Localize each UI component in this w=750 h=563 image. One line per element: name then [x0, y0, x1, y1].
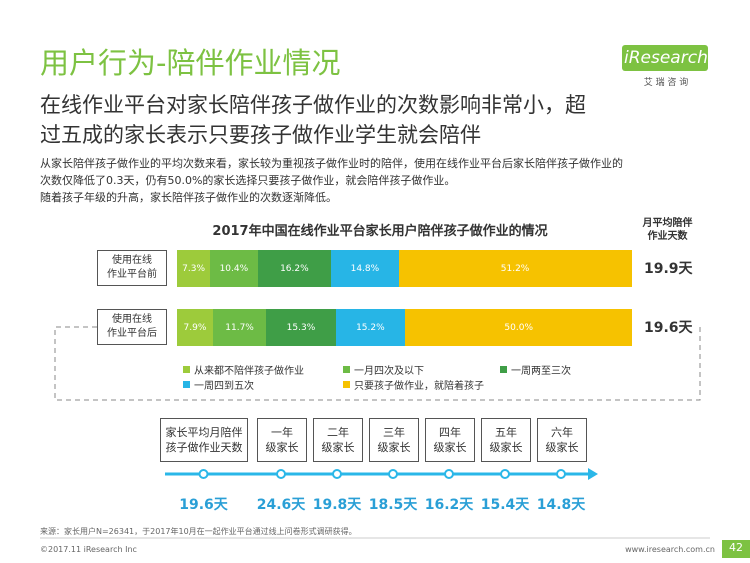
grade-value: 24.6天: [251, 494, 311, 514]
bar-segment: 7.9%: [177, 309, 213, 346]
legend-swatch: [500, 366, 507, 373]
category-label: 使用在线 作业平台后: [97, 309, 167, 345]
grade-label: 四年 级家长: [425, 418, 475, 462]
value-label: 15.3%: [286, 322, 316, 333]
total-value: 19.9: [644, 261, 679, 277]
bar-segment: 15.3%: [266, 309, 336, 346]
grade-label: 六年 级家长: [537, 418, 587, 462]
unit: 天: [291, 497, 306, 513]
page-bg: [722, 540, 750, 558]
url: www.iresearch.com.cn: [625, 545, 715, 554]
timeline-arrow: [588, 468, 598, 480]
timeline-dot: [388, 469, 398, 479]
bar-segment: 51.2%: [398, 250, 632, 287]
dashed-connector: [54, 326, 701, 401]
value-label: 7.9%: [183, 322, 207, 333]
legend-swatch: [343, 366, 350, 373]
timeline-dot: [444, 469, 454, 479]
grade-value: 15.4天: [475, 494, 535, 514]
unit: 天: [347, 497, 362, 513]
title: 用户行为-陪伴作业情况: [40, 46, 341, 80]
logo: iResearch: [624, 48, 708, 68]
bar-segment: 11.7%: [212, 309, 267, 346]
category-label: 使用在线 作业平台前: [97, 250, 167, 286]
bar-segment: 50.0%: [404, 309, 633, 346]
unit: 天: [571, 497, 586, 513]
legend-item: 一周四到五次: [183, 377, 254, 392]
grade-number: 19.6: [179, 497, 214, 513]
grade-number: 15.4: [480, 497, 516, 513]
legend-item: 一月四次及以下: [343, 362, 424, 377]
timeline-dot: [332, 469, 342, 479]
legend-swatch: [343, 381, 350, 388]
grade-value: 14.8天: [531, 494, 591, 514]
grade-number: 24.6: [256, 497, 292, 513]
value-label: 10.4%: [219, 263, 249, 274]
grade-label: 二年 级家长: [313, 418, 363, 462]
unit: 天: [213, 497, 228, 513]
legend-label: 一周两至三次: [511, 366, 571, 377]
timeline-dot: [556, 469, 566, 479]
unit: 天: [459, 497, 474, 513]
value-label: 15.2%: [356, 322, 385, 333]
grade-number: 18.5: [368, 497, 404, 513]
legend-item: 从来都不陪伴孩子做作业: [183, 362, 304, 377]
grade-label: 三年 级家长: [369, 418, 419, 462]
total: 19.9天: [644, 258, 714, 278]
legend-label: 一月四次及以下: [354, 366, 424, 377]
totals-label: 月平均陪伴 作业天数: [642, 218, 693, 242]
grade-label: 一年 级家长: [257, 418, 307, 462]
bar-segment: 7.3%: [177, 250, 211, 287]
grade-number: 19.8: [312, 497, 348, 513]
bar-segment: 14.8%: [331, 250, 399, 287]
paragraph: 从家长陪伴孩子做作业的平均次数来看，家长较为重视孩子做作业时的陪伴，使用在线作业…: [40, 157, 623, 187]
timeline-dot: [500, 469, 510, 479]
total-value: 19.6: [644, 320, 679, 336]
total: 19.6天: [644, 317, 714, 337]
unit: 天: [678, 261, 693, 277]
timeline-dot: [276, 469, 286, 479]
copyright: ©2017.11 iResearch Inc: [40, 545, 137, 554]
chart-title: 2017年中国在线作业平台家长用户陪伴孩子做作业的情况: [212, 224, 548, 239]
timeline-dot: [198, 469, 209, 479]
logo-sub: 艾 瑞 咨 询: [643, 78, 689, 88]
legend-item: 只要孩子做作业，就陪着孩子: [343, 377, 484, 392]
value-label: 11.7%: [225, 322, 254, 333]
legend-swatch: [183, 366, 190, 373]
bar-segment: 10.4%: [210, 250, 258, 287]
bar-segment: 15.2%: [335, 309, 405, 346]
logo-bg: [622, 45, 708, 71]
headline: 在线作业平台对家长陪伴孩子做作业的次数影响非常小，超 过五成的家长表示只要孩子做…: [40, 93, 586, 147]
grade-number: 16.2: [424, 497, 460, 513]
grade-value: 19.6天: [174, 494, 234, 514]
grade-value: 19.8天: [307, 494, 367, 514]
legend-label: 从来都不陪伴孩子做作业: [194, 366, 304, 377]
grade-value: 16.2天: [419, 494, 479, 514]
grade-header: 家长平均月陪伴 孩子做作业天数: [160, 418, 248, 462]
grade-number: 14.8: [536, 497, 572, 513]
value-label: 51.2%: [500, 263, 530, 274]
grade-value: 18.5天: [363, 494, 423, 514]
value-label: 7.3%: [182, 263, 206, 274]
unit: 天: [403, 497, 418, 513]
value-label: 16.2%: [280, 263, 309, 274]
unit: 天: [515, 497, 530, 513]
value-label: 14.8%: [350, 263, 380, 274]
legend-swatch: [183, 381, 190, 388]
value-label: 50.0%: [504, 322, 533, 333]
paragraph: 随着孩子年级的升高，家长陪伴孩子做作业的次数逐渐降低。: [40, 191, 337, 204]
source: 来源：家长用户N=26341，于2017年10月在一起作业平台通过线上问卷形式调…: [40, 527, 357, 536]
page-number: 42: [729, 541, 743, 554]
legend-item: 一周两至三次: [500, 362, 571, 377]
bar-segment: 16.2%: [257, 250, 332, 287]
legend-label: 一周四到五次: [194, 381, 254, 392]
grade-label: 五年 级家长: [481, 418, 531, 462]
legend-label: 只要孩子做作业，就陪着孩子: [354, 381, 484, 392]
paragraphs: 从家长陪伴孩子做作业的平均次数来看，家长较为重视孩子做作业时的陪伴，使用在线作业…: [40, 155, 730, 206]
unit: 天: [678, 320, 693, 336]
